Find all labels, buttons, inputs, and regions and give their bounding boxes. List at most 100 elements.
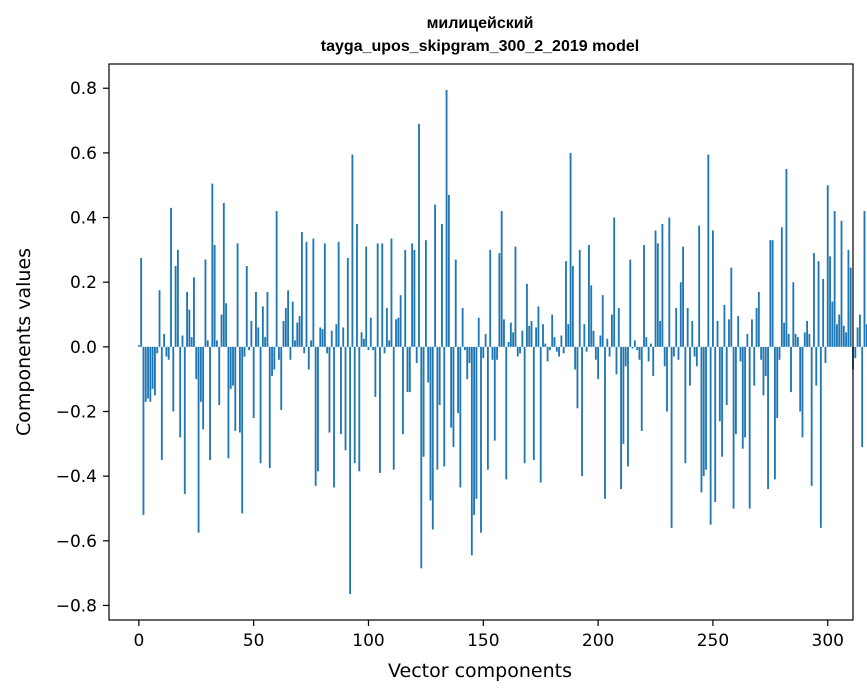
bar	[601, 295, 604, 347]
bar	[787, 333, 790, 347]
bar	[712, 230, 714, 347]
bar	[659, 320, 662, 347]
bar	[482, 346, 485, 359]
bar	[530, 320, 533, 347]
bar	[677, 346, 680, 360]
bar	[604, 346, 606, 499]
bar	[548, 346, 551, 351]
x-tick-label: 300	[812, 631, 844, 651]
bar	[206, 340, 209, 347]
bar	[464, 346, 466, 351]
bar	[776, 346, 779, 418]
bar	[353, 346, 356, 464]
plot-frame	[108, 63, 854, 621]
bar	[287, 290, 290, 347]
bar	[466, 346, 469, 380]
bar	[314, 346, 317, 486]
bar	[565, 261, 567, 347]
bar	[725, 346, 728, 406]
bar	[404, 249, 407, 347]
bar-series	[137, 89, 867, 595]
bar	[588, 245, 590, 347]
bar	[392, 346, 395, 470]
bar	[418, 123, 420, 347]
bar	[592, 330, 595, 347]
bar	[845, 332, 848, 347]
bar	[751, 319, 753, 347]
y-axis-label: Components values	[13, 248, 35, 436]
bar	[748, 346, 751, 509]
bar	[278, 346, 280, 360]
bar	[241, 346, 244, 514]
bar	[383, 346, 386, 354]
bar	[300, 232, 303, 347]
bar	[842, 325, 845, 347]
bar	[597, 346, 600, 380]
bar	[631, 346, 634, 349]
bar	[643, 245, 645, 347]
bar	[259, 346, 262, 464]
bar	[335, 324, 338, 347]
bar	[723, 304, 726, 347]
bar	[700, 346, 703, 493]
x-axis-ticks: 0 50 100 150 200 250 300	[133, 620, 844, 651]
bar	[546, 346, 549, 362]
bar	[282, 320, 285, 347]
bar	[183, 346, 186, 494]
bar	[778, 346, 781, 360]
bar	[261, 306, 264, 347]
bar	[847, 249, 850, 347]
bar	[390, 238, 393, 347]
bar	[824, 346, 827, 364]
bar	[585, 346, 588, 352]
bar	[243, 346, 246, 357]
bar	[473, 346, 476, 515]
bar	[454, 259, 457, 347]
bar	[539, 346, 542, 483]
bar	[610, 314, 613, 347]
bar	[829, 256, 831, 347]
bar	[167, 346, 170, 360]
bar	[310, 340, 312, 347]
bar	[507, 342, 510, 347]
bar	[468, 346, 471, 364]
bar	[627, 346, 629, 467]
bar	[367, 346, 370, 351]
bar	[716, 320, 719, 347]
bar	[186, 291, 188, 347]
bar	[427, 346, 430, 383]
bar	[307, 346, 310, 370]
bar	[783, 322, 786, 347]
bar	[284, 308, 287, 347]
bar	[739, 346, 742, 362]
bar	[255, 291, 257, 347]
chart-title: милицейский	[427, 15, 534, 32]
bar	[438, 346, 441, 406]
bar	[744, 346, 746, 438]
bar	[321, 329, 324, 347]
bar	[682, 246, 684, 347]
bar	[721, 346, 724, 457]
bar	[819, 346, 822, 528]
bar	[236, 243, 239, 347]
bar	[714, 346, 717, 503]
bar	[140, 257, 143, 347]
bar	[858, 314, 861, 347]
bar	[709, 346, 712, 525]
bar	[225, 303, 228, 347]
bar	[193, 277, 195, 347]
bar	[280, 346, 283, 410]
bar	[248, 346, 250, 351]
bar	[232, 346, 234, 386]
bar	[374, 346, 377, 397]
bar	[528, 325, 531, 347]
bar	[475, 346, 478, 499]
bar	[661, 224, 664, 347]
bar	[197, 346, 200, 533]
bar	[647, 346, 650, 362]
bar	[796, 337, 799, 347]
bar	[810, 346, 813, 486]
bar	[450, 346, 453, 428]
bar	[342, 327, 345, 347]
